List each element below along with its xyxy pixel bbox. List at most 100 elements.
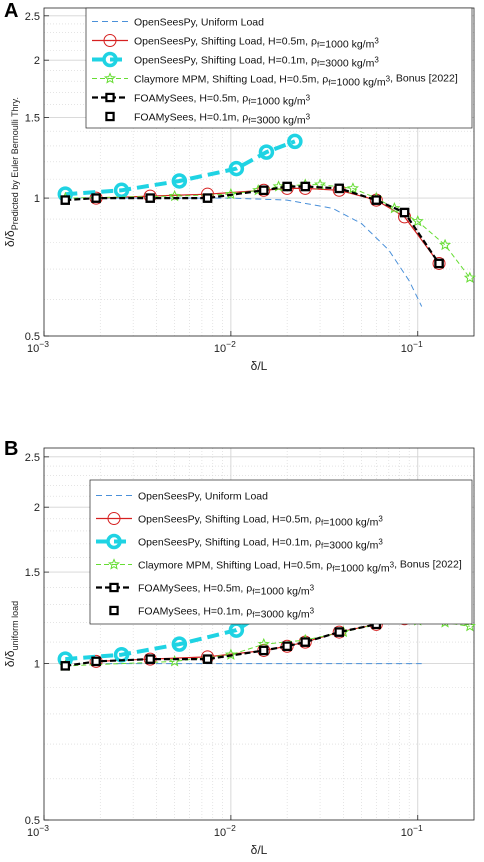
y-axis-label: δ/δuniform load	[3, 601, 20, 667]
y-ticks: 0.5 1 1.5 2 2.5	[25, 452, 49, 827]
y-axis-label-main: δ/δ	[3, 650, 17, 667]
x-tick-exponent: −1	[413, 823, 423, 833]
legend-unit-exp: 3	[306, 113, 311, 122]
data-point	[334, 183, 344, 194]
data-point	[334, 627, 344, 637]
legend-entry: OpenSeesPy, Shifting Load, H=0.1m, ρf=30…	[92, 51, 379, 70]
legend-text: FOAMySees, H=0.5m,	[134, 93, 242, 105]
legend-label: FOAMySees, H=0.5m, ρf=1000 kg/m3	[134, 93, 311, 108]
series-group	[57, 583, 476, 671]
legend-entry: FOAMySees, H=0.5m, ρf=1000 kg/m3	[96, 583, 315, 598]
data-point	[259, 185, 269, 195]
legend-text: =3000	[250, 115, 282, 127]
x-tick-exponent: −1	[413, 339, 423, 349]
x-tick-exponent: −3	[39, 339, 49, 349]
legend-text: , Bonus [2022]	[390, 73, 458, 85]
x-tick-exponent: −2	[226, 823, 236, 833]
x-ticks: 10−3 10−2 10−1	[27, 331, 423, 355]
legend-text: =3000	[323, 540, 355, 552]
legend-text: =3000	[319, 58, 351, 70]
series-line	[65, 185, 440, 265]
panel-b: B 10−3 10−2 10−10.511.522.5δ/Lδ/δuniform l…	[3, 438, 476, 857]
legend-label: FOAMySees, H=0.1m, ρf=3000 kg/m3	[134, 112, 311, 127]
data-point	[300, 181, 310, 192]
x-tick-exponent: −3	[39, 823, 49, 833]
data-point	[272, 180, 285, 192]
data-point	[287, 133, 303, 150]
legend-text: =1000	[330, 77, 362, 89]
legend-swatch-marker	[109, 605, 119, 616]
legend-swatch-marker	[107, 512, 121, 525]
legend-label: OpenSeesPy, Uniform Load	[134, 17, 264, 29]
legend-text: OpenSeesPy, Shifting Load, H=0.5m,	[134, 36, 311, 48]
data-point	[224, 187, 237, 200]
legend-text: Claymore MPM, Shifting Load, H=0.5m,	[134, 74, 322, 86]
data-point	[60, 195, 70, 205]
panel-a: A 10−3 10−2 10−10.511.522.5δ/Lδ/δPredicted…	[3, 0, 476, 373]
series-1	[65, 197, 423, 307]
data-point	[224, 648, 237, 660]
data-point	[145, 654, 155, 664]
legend-swatch-marker	[106, 533, 122, 550]
data-point	[91, 193, 101, 203]
y-tick-label: 2.5	[25, 452, 40, 464]
series-line	[65, 184, 471, 279]
legend-text: =1000	[334, 563, 366, 575]
x-ticks: 10−3 10−2 10−1	[27, 815, 423, 839]
legend-rho: ρ	[322, 74, 328, 86]
legend-rho: ρ	[315, 514, 321, 526]
legend-unit: kg/m	[283, 96, 306, 108]
legend-entry: OpenSeesPy, Uniform Load	[92, 17, 264, 29]
legend-swatch-marker	[104, 72, 116, 84]
y-tick-label: 2	[34, 55, 40, 67]
y-axis-label: δ/δPredicted by Euler Bernoulli Thry.	[3, 97, 20, 247]
data-point	[346, 182, 359, 194]
data-point	[434, 258, 444, 269]
series-6	[60, 181, 444, 269]
x-tick-label: 10−1	[401, 339, 423, 355]
data-point	[113, 182, 130, 199]
legend-box	[85, 7, 473, 129]
y-tick-label: 1	[34, 193, 40, 205]
legend-text: OpenSeesPy, Uniform Load	[138, 491, 268, 503]
legend-rho: ρ	[311, 36, 317, 48]
legend-text: , Bonus [2022]	[394, 559, 462, 571]
legend-rho: ρ	[246, 583, 252, 595]
legend-rho: ρ	[311, 55, 317, 67]
legend-text: FOAMySees, H=0.5m,	[138, 583, 246, 595]
legend-unit: kg/m	[352, 39, 375, 51]
legend-text: =1000	[319, 39, 351, 51]
legend-swatch-marker	[109, 582, 119, 593]
legend-unit-exp: 3	[390, 561, 395, 570]
data-point	[282, 641, 292, 651]
legend-rho-sub: f	[252, 588, 255, 597]
data-point	[463, 619, 476, 632]
legend-unit-exp: 3	[310, 607, 315, 616]
legend-label: OpenSeesPy, Shifting Load, H=0.5m, ρf=10…	[138, 514, 383, 529]
y-tick-label: 0.5	[25, 815, 40, 827]
legend-rho-sub: f	[317, 41, 320, 50]
data-point	[171, 173, 188, 189]
legend-rho: ρ	[315, 537, 321, 549]
data-point	[282, 181, 292, 192]
y-tick-label: 0.5	[25, 331, 40, 343]
series-2	[89, 181, 446, 270]
legend-unit: kg/m	[356, 517, 379, 529]
series-line	[65, 589, 297, 662]
legend-rho-sub: f	[332, 565, 335, 574]
legend-label: OpenSeesPy, Shifting Load, H=0.1m, ρf=30…	[138, 537, 383, 552]
legend-entry: FOAMySees, H=0.5m, ρf=1000 kg/m3	[92, 93, 311, 108]
legend-swatch-marker	[103, 34, 117, 47]
legend-rho: ρ	[246, 606, 252, 618]
data-point	[300, 637, 310, 647]
legend-text: FOAMySees, H=0.1m,	[134, 112, 242, 124]
data-point	[399, 207, 410, 218]
panel-b-letter: B	[4, 438, 18, 460]
x-tick-label: 10−1	[401, 823, 423, 839]
legend-text: OpenSeesPy, Uniform Load	[134, 17, 264, 29]
legend-entry: FOAMySees, H=0.1m, ρf=3000 kg/m3	[105, 112, 311, 127]
legend-entry: OpenSeesPy, Shifting Load, H=0.1m, ρf=30…	[96, 533, 383, 552]
legend-text: Claymore MPM, Shifting Load, H=0.5m,	[138, 560, 326, 572]
data-point	[145, 193, 155, 203]
